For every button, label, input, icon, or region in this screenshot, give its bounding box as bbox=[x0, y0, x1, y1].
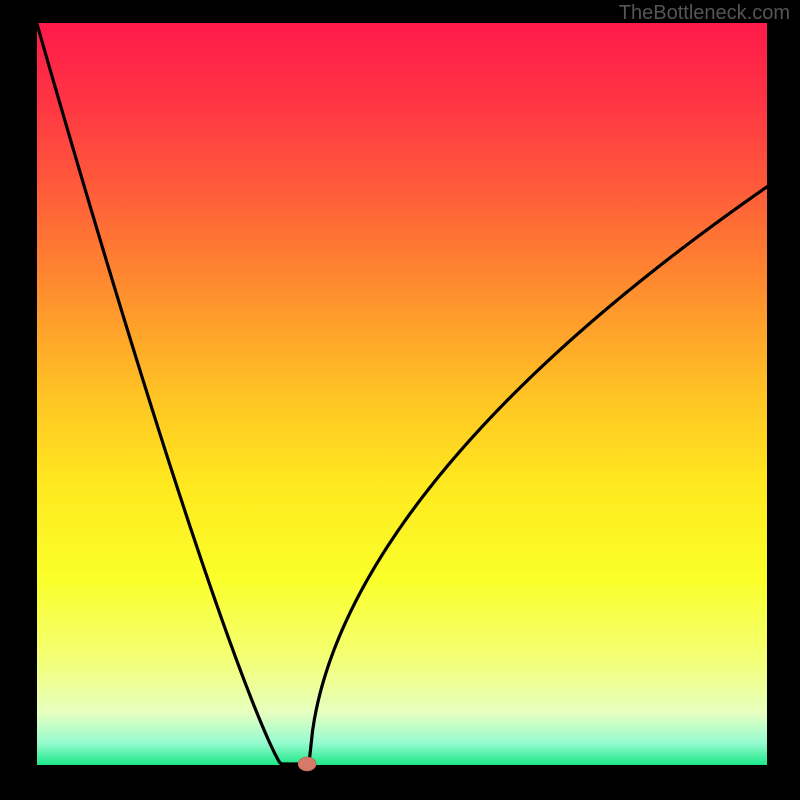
watermark-text: TheBottleneck.com bbox=[619, 2, 790, 25]
chart-container: TheBottleneck.com bbox=[0, 0, 800, 800]
minimum-marker bbox=[298, 757, 316, 771]
chart-svg bbox=[0, 0, 800, 800]
